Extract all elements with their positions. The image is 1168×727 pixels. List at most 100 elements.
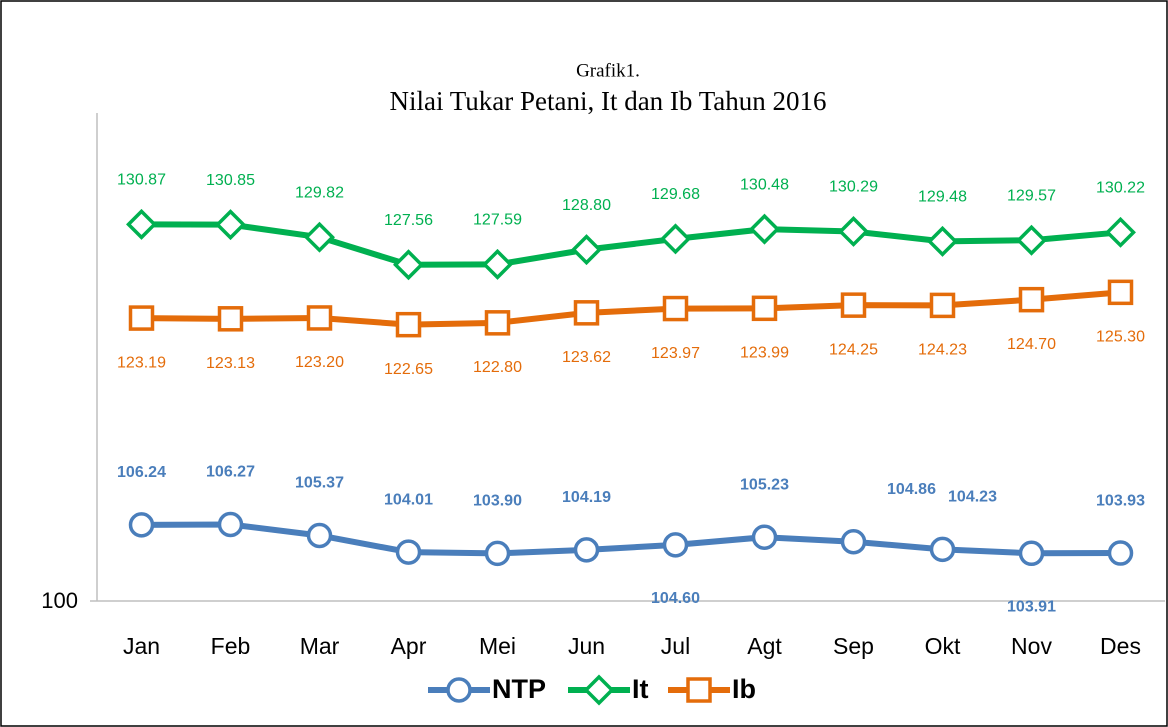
x-tick-label: Okt bbox=[925, 633, 961, 659]
marker bbox=[929, 536, 956, 563]
data-label: 122.80 bbox=[473, 359, 522, 376]
data-label: 103.93 bbox=[1096, 492, 1145, 509]
marker bbox=[751, 524, 778, 550]
marker bbox=[393, 249, 424, 281]
marker bbox=[840, 292, 867, 318]
series-line bbox=[141, 521, 1121, 557]
data-label: 129.82 bbox=[295, 184, 344, 201]
data-label: 130.85 bbox=[206, 172, 255, 189]
marker bbox=[484, 310, 511, 336]
chart-title: Nilai Tukar Petani, It dan Ib Tahun 2016 bbox=[389, 86, 826, 116]
data-label: 104.19 bbox=[562, 489, 611, 506]
x-tick-label: Jun bbox=[568, 633, 605, 659]
marker bbox=[1107, 540, 1134, 566]
marker bbox=[573, 300, 600, 326]
marker bbox=[1016, 224, 1047, 256]
x-tick-label: Apr bbox=[391, 633, 427, 659]
data-label: 106.27 bbox=[206, 464, 255, 481]
x-tick-label: Jan bbox=[123, 633, 160, 659]
marker bbox=[929, 292, 956, 319]
data-label: 103.90 bbox=[473, 493, 522, 510]
data-label: 124.23 bbox=[918, 342, 967, 359]
data-label: 130.87 bbox=[117, 172, 166, 189]
marker bbox=[484, 540, 511, 567]
legend: NTP It Ib bbox=[428, 674, 756, 706]
x-tick-label: Mar bbox=[300, 633, 340, 659]
legend-label: NTP bbox=[492, 674, 546, 704]
series-line bbox=[141, 289, 1121, 328]
marker bbox=[1107, 279, 1134, 306]
series: 130.87 130.85 129.82 127.56 127.59 128.80 129.… bbox=[117, 172, 1145, 281]
data-label: 123.62 bbox=[562, 349, 611, 366]
data-label: 129.68 bbox=[651, 186, 700, 203]
series: 106.24 106.27 105.37 104.01 103.90 104.19 104.… bbox=[117, 464, 1145, 616]
marker bbox=[751, 295, 778, 322]
y-tick-label: 100 bbox=[41, 588, 78, 613]
marker bbox=[838, 215, 869, 247]
marker bbox=[686, 677, 712, 703]
data-label: 124.25 bbox=[829, 341, 878, 358]
data-label: 104.23 bbox=[948, 489, 997, 506]
data-label: 123.99 bbox=[740, 345, 789, 362]
data-label: 105.37 bbox=[295, 475, 344, 492]
marker bbox=[662, 295, 689, 322]
x-tick-label: Agt bbox=[747, 633, 782, 659]
legend-label: It bbox=[632, 674, 649, 704]
marker bbox=[215, 209, 246, 241]
x-tick-label: Feb bbox=[211, 633, 251, 659]
x-tick-label: Des bbox=[1100, 633, 1141, 659]
data-label: 122.65 bbox=[384, 361, 433, 378]
marker bbox=[217, 511, 244, 538]
data-label: 123.20 bbox=[295, 354, 344, 371]
data-label: 105.23 bbox=[740, 476, 789, 493]
data-label: 123.19 bbox=[117, 354, 166, 371]
marker bbox=[1018, 286, 1045, 313]
marker bbox=[306, 305, 333, 331]
data-label: 123.97 bbox=[651, 345, 700, 362]
data-label: 103.91 bbox=[1007, 599, 1056, 616]
marker bbox=[128, 512, 155, 538]
data-label: 128.80 bbox=[562, 197, 611, 214]
x-tick-label: Sep bbox=[833, 633, 874, 659]
marker bbox=[927, 225, 958, 257]
marker bbox=[128, 305, 155, 331]
marker bbox=[306, 522, 333, 549]
marker bbox=[217, 306, 244, 332]
data-label: 129.48 bbox=[918, 189, 967, 206]
marker bbox=[583, 674, 615, 706]
marker bbox=[395, 539, 422, 565]
x-tick-label: Jul bbox=[661, 633, 690, 659]
marker bbox=[304, 221, 335, 253]
marker bbox=[1105, 216, 1136, 248]
legend-label: Ib bbox=[732, 674, 756, 704]
data-label: 104.01 bbox=[384, 491, 433, 508]
x-tick-label: Mei bbox=[479, 633, 516, 659]
x-tick-label: Nov bbox=[1011, 633, 1052, 659]
marker bbox=[446, 677, 472, 703]
marker bbox=[126, 208, 157, 240]
marker bbox=[660, 223, 691, 255]
marker bbox=[571, 234, 602, 266]
data-label: 123.13 bbox=[206, 355, 255, 372]
marker bbox=[482, 248, 513, 280]
marker bbox=[662, 532, 689, 558]
data-label: 125.30 bbox=[1096, 329, 1145, 346]
data-label: 127.56 bbox=[384, 212, 433, 229]
data-label: 127.59 bbox=[473, 212, 522, 229]
data-label: 124.70 bbox=[1007, 336, 1056, 353]
marker bbox=[840, 528, 867, 555]
marker bbox=[395, 311, 422, 338]
series: 123.19 123.13 123.20 122.65 122.80 123.62 123.… bbox=[117, 279, 1145, 378]
marker bbox=[573, 537, 600, 563]
data-label: 104.86 bbox=[887, 481, 936, 498]
data-label: 104.60 bbox=[651, 590, 700, 607]
marker bbox=[1018, 540, 1045, 567]
data-label: 130.48 bbox=[740, 176, 789, 193]
data-label: 106.24 bbox=[117, 464, 166, 481]
data-label: 130.22 bbox=[1096, 180, 1145, 197]
marker bbox=[749, 213, 780, 245]
data-label: 130.29 bbox=[829, 179, 878, 196]
data-label: 129.57 bbox=[1007, 187, 1056, 204]
